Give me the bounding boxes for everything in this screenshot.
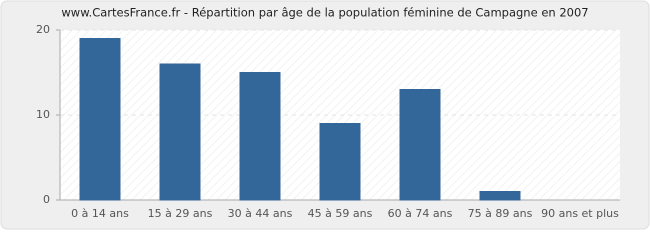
chart: www.CartesFrance.fr - Répartition par âg…: [0, 0, 650, 230]
x-tick-label: 30 à 44 ans: [228, 207, 293, 220]
y-tick-label: 10: [36, 108, 50, 121]
y-tick-label: 20: [36, 23, 50, 36]
x-tick-label: 75 à 89 ans: [468, 207, 533, 220]
chart-title: www.CartesFrance.fr - Répartition par âg…: [61, 6, 588, 20]
bar: [239, 72, 281, 201]
bar: [479, 191, 521, 201]
bar: [79, 38, 121, 201]
bar: [159, 63, 201, 201]
bar: [319, 123, 361, 201]
x-tick-label: 45 à 59 ans: [308, 207, 373, 220]
x-tick-label: 15 à 29 ans: [148, 207, 213, 220]
x-tick-label: 0 à 14 ans: [71, 207, 129, 220]
x-tick-label: 90 ans et plus: [541, 207, 619, 220]
bar: [399, 89, 441, 201]
x-tick-label: 60 à 74 ans: [388, 207, 453, 220]
y-tick-label: 0: [43, 193, 50, 206]
